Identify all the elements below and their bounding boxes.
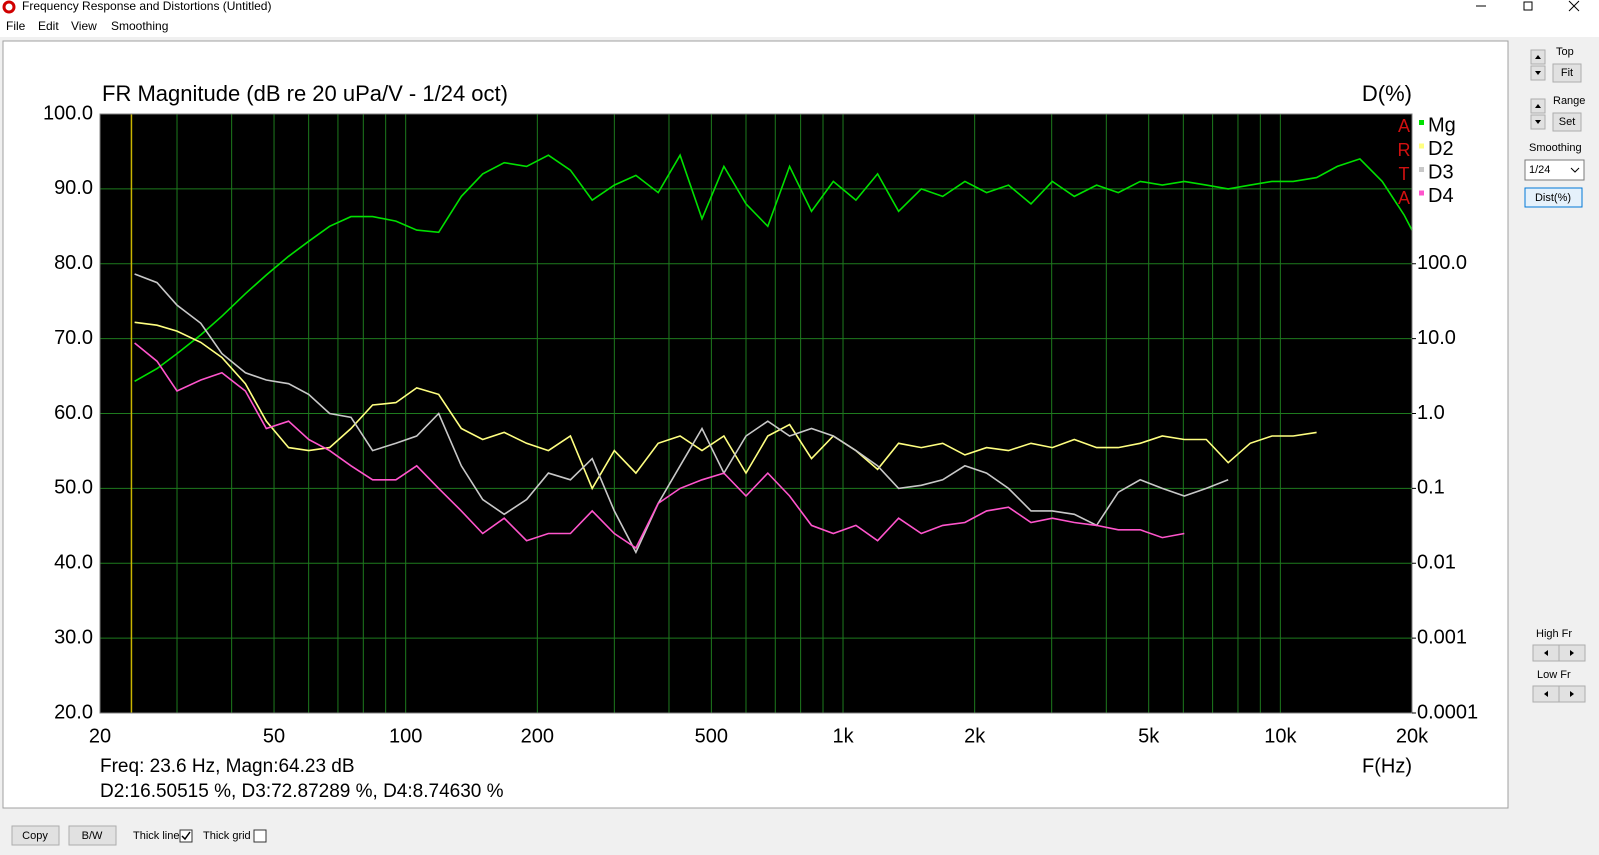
checkbox-checked[interactable] [179, 829, 193, 843]
arrow [1570, 650, 1574, 656]
y-tick-label: 100.0 [43, 102, 93, 124]
app-icon [2, 0, 16, 14]
y-tick-label: 50.0 [54, 477, 93, 499]
arrow [1570, 691, 1574, 697]
arrow [1535, 55, 1541, 59]
label: Range [1553, 95, 1585, 107]
arrow [1544, 650, 1548, 656]
menu-item[interactable]: View [71, 19, 97, 33]
arrow [1535, 120, 1541, 124]
button[interactable] [1524, 187, 1583, 208]
button-label[interactable]: Set [1559, 116, 1576, 128]
close[interactable] [1568, 0, 1580, 12]
checkbox-label[interactable]: Thick grid [203, 830, 251, 842]
label: Smoothing [1529, 142, 1582, 154]
legend-label: D4 [1428, 185, 1454, 207]
arrow [1535, 71, 1541, 75]
label: High Fr [1536, 628, 1572, 640]
arrow [1535, 104, 1541, 108]
y2-tick-label: 0.01 [1417, 552, 1456, 574]
y2-tick-label: 1.0 [1417, 402, 1445, 424]
x-tick-label: 20 [89, 725, 111, 747]
y2-tick-label: 0.001 [1417, 626, 1467, 648]
legend-swatch [1419, 190, 1424, 196]
menu-item[interactable]: Smoothing [111, 19, 168, 33]
label: Low Fr [1537, 669, 1571, 681]
series-line [134, 153, 1413, 382]
legend-label: D2 [1428, 138, 1454, 160]
x-axis-label: F(Hz) [1362, 755, 1412, 777]
restore[interactable] [1523, 1, 1533, 11]
checkbox[interactable] [253, 829, 267, 843]
legend-swatch [1419, 167, 1424, 172]
button[interactable] [1552, 112, 1582, 132]
x-tick-label: 200 [521, 725, 554, 747]
y-tick-label: 20.0 [54, 701, 93, 723]
checkbox-label[interactable]: Thick line [133, 830, 179, 842]
y2-tick-label: 0.0001 [1417, 701, 1478, 723]
readout: D2:16.50515 %, D3:72.87289 %, D4:8.74630… [100, 781, 504, 802]
x-tick-label: 20k [1396, 725, 1429, 747]
button-label[interactable]: Fit [1561, 67, 1573, 79]
x-tick-label: 2k [964, 725, 986, 747]
y-tick-label: 40.0 [54, 552, 93, 574]
button[interactable] [11, 825, 60, 846]
series-line [134, 342, 1185, 550]
x-tick-label: 5k [1138, 725, 1160, 747]
select[interactable] [1524, 159, 1585, 181]
series-line [134, 321, 1317, 491]
plot: ARTA [99, 113, 1414, 714]
menu-item[interactable]: File [6, 19, 26, 33]
readout: Freq: 23.6 Hz, Magn:64.23 dB [100, 756, 355, 777]
x-tick-label: 100 [389, 725, 422, 747]
arrow [1544, 691, 1548, 697]
chart-title: FR Magnitude (dB re 20 uPa/V - 1/24 oct) [102, 81, 508, 106]
menu-bar [0, 16, 1599, 37]
x-tick-label: 500 [695, 725, 728, 747]
y-tick-label: 60.0 [54, 402, 93, 424]
x-tick-label: 1k [832, 725, 854, 747]
x-tick-label: 10k [1264, 725, 1297, 747]
button-label[interactable]: Copy [22, 830, 48, 842]
legend-swatch [1419, 143, 1424, 149]
menu-item[interactable]: Edit [38, 19, 59, 33]
y-tick-label: 30.0 [54, 626, 93, 648]
legend-swatch [1419, 120, 1424, 125]
series-line [134, 273, 1229, 555]
label: Top [1556, 46, 1574, 58]
check-mark [181, 831, 191, 841]
legend-label: D3 [1428, 161, 1454, 183]
button[interactable] [1552, 63, 1582, 83]
y-tick-label: 90.0 [54, 177, 93, 199]
y2-tick-label: 10.0 [1417, 327, 1456, 349]
button-label[interactable]: Dist(%) [1535, 192, 1571, 204]
button[interactable] [68, 825, 117, 846]
x-tick-label: 50 [263, 725, 285, 747]
legend-label: Mg [1428, 114, 1456, 136]
button-label[interactable]: B/W [82, 830, 103, 842]
logo: ARTA [1394, 116, 1414, 212]
y2-tick-label: 100.0 [1417, 252, 1467, 274]
arrow [1570, 167, 1580, 173]
y2-axis-label: D(%) [1362, 81, 1412, 106]
y-tick-label: 70.0 [54, 327, 93, 349]
window-title: Frequency Response and Distortions (Unti… [22, 0, 271, 13]
y2-tick-label: 0.1 [1417, 477, 1445, 499]
select-value[interactable]: 1/24 [1529, 164, 1550, 176]
y-tick-label: 80.0 [54, 252, 93, 274]
title-bar [0, 0, 1599, 16]
